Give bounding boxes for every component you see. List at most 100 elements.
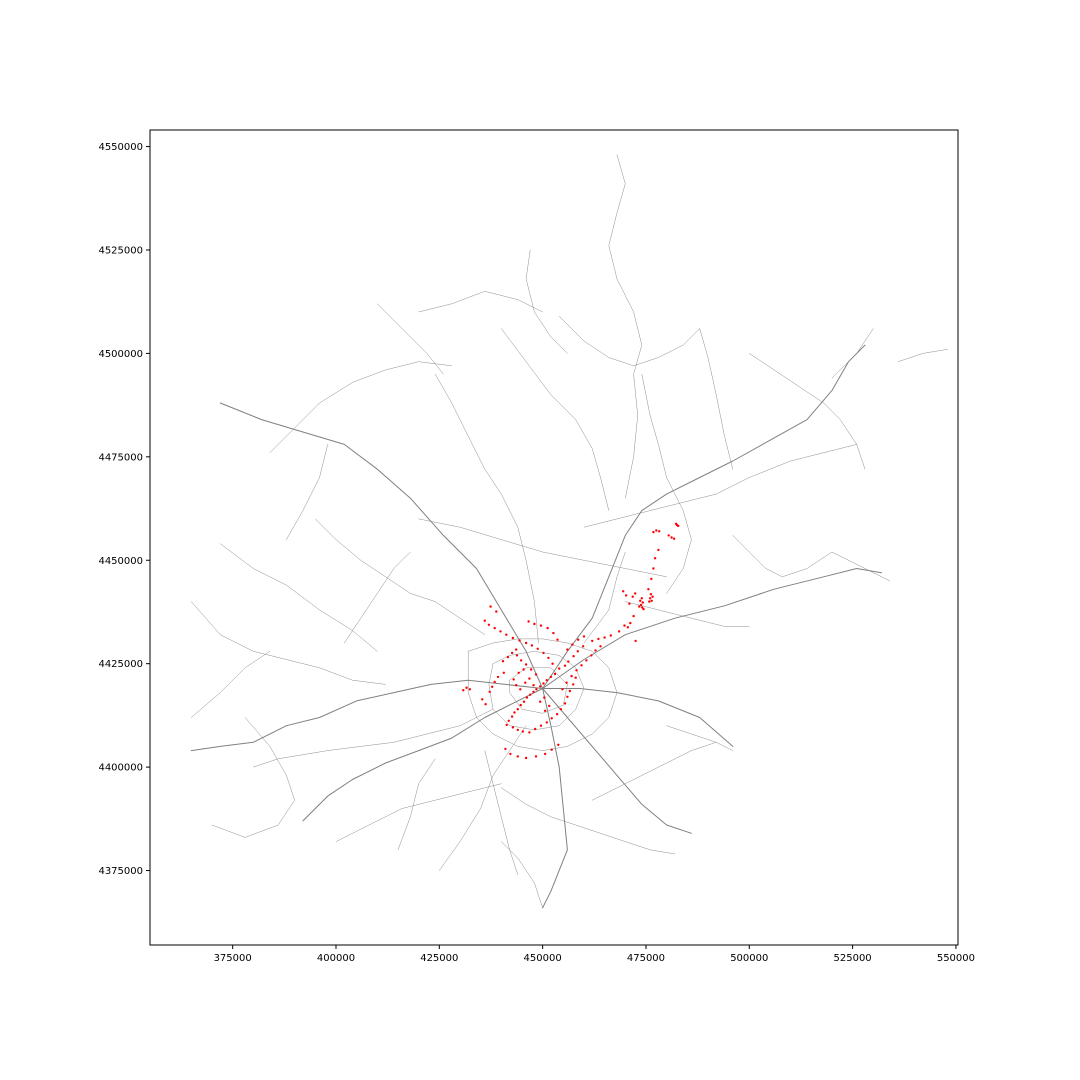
y-tick-label: 4400000 bbox=[98, 763, 143, 774]
data-point bbox=[631, 595, 634, 598]
data-point bbox=[571, 643, 574, 646]
data-point bbox=[506, 655, 510, 659]
y-tick-label: 4550000 bbox=[98, 142, 143, 153]
road-line bbox=[302, 688, 544, 822]
data-point bbox=[524, 681, 527, 684]
data-point bbox=[481, 698, 484, 701]
road-line bbox=[897, 349, 948, 362]
data-point bbox=[623, 624, 626, 627]
data-point bbox=[641, 606, 644, 609]
y-tick-label: 4500000 bbox=[98, 349, 143, 360]
data-point bbox=[539, 700, 542, 703]
data-point bbox=[524, 756, 528, 760]
data-point bbox=[557, 743, 560, 746]
data-point bbox=[591, 639, 594, 643]
data-point bbox=[515, 684, 518, 687]
data-point bbox=[519, 659, 523, 662]
road-line bbox=[211, 717, 295, 838]
data-point bbox=[670, 536, 673, 539]
data-point bbox=[511, 636, 515, 640]
data-point bbox=[511, 726, 515, 729]
data-point bbox=[507, 719, 510, 722]
data-point bbox=[525, 696, 529, 699]
red-points-layer bbox=[462, 522, 680, 760]
data-point bbox=[534, 755, 538, 758]
data-point bbox=[648, 597, 652, 600]
y-tick-label: 4450000 bbox=[98, 556, 143, 567]
data-point bbox=[518, 639, 521, 642]
data-point bbox=[652, 567, 655, 570]
data-point bbox=[599, 645, 602, 648]
data-point bbox=[563, 664, 567, 667]
y-tick-label: 4525000 bbox=[98, 245, 143, 256]
data-point bbox=[462, 689, 465, 692]
x-tick-label: 550000 bbox=[937, 953, 975, 964]
data-point bbox=[504, 747, 507, 751]
data-point bbox=[515, 648, 518, 651]
data-point bbox=[484, 703, 487, 706]
data-point bbox=[603, 636, 606, 639]
road-line bbox=[542, 688, 734, 747]
data-point bbox=[529, 668, 533, 671]
data-point bbox=[495, 610, 498, 613]
data-point bbox=[505, 633, 508, 636]
road-line bbox=[501, 787, 676, 855]
data-point bbox=[493, 680, 496, 684]
data-point bbox=[491, 685, 494, 688]
data-point bbox=[609, 634, 612, 637]
data-point bbox=[465, 686, 468, 689]
data-point bbox=[550, 748, 553, 751]
data-point bbox=[558, 667, 561, 670]
data-point bbox=[529, 693, 532, 696]
data-point bbox=[488, 690, 491, 693]
data-point bbox=[483, 619, 486, 622]
data-point bbox=[574, 676, 577, 679]
data-point bbox=[551, 662, 554, 665]
road-line bbox=[418, 291, 543, 313]
data-point bbox=[634, 639, 637, 643]
road-line bbox=[286, 444, 328, 540]
road-line bbox=[335, 783, 502, 842]
data-point bbox=[519, 703, 522, 707]
road-line bbox=[666, 725, 734, 751]
road-line bbox=[190, 679, 544, 752]
road-line bbox=[542, 688, 568, 909]
data-point bbox=[524, 641, 528, 645]
data-point bbox=[655, 529, 658, 532]
data-point bbox=[505, 723, 508, 727]
data-point bbox=[594, 649, 597, 652]
data-point bbox=[651, 595, 654, 598]
road-line bbox=[220, 543, 378, 652]
data-point bbox=[510, 651, 514, 655]
road-line bbox=[418, 518, 667, 578]
data-point bbox=[532, 690, 535, 693]
road-network-layer bbox=[190, 154, 948, 909]
data-point bbox=[565, 681, 568, 684]
data-point bbox=[652, 530, 655, 534]
x-tick-label: 425000 bbox=[420, 953, 458, 964]
x-tick-label: 400000 bbox=[317, 953, 355, 964]
road-line bbox=[525, 249, 568, 354]
data-point bbox=[545, 721, 548, 724]
data-point bbox=[561, 688, 564, 691]
data-point bbox=[516, 755, 519, 758]
x-tick-label: 475000 bbox=[627, 953, 665, 964]
data-point bbox=[517, 671, 520, 674]
y-tick-label: 4475000 bbox=[98, 452, 143, 463]
data-point bbox=[566, 695, 569, 698]
x-tick-label: 450000 bbox=[524, 953, 562, 964]
data-point bbox=[580, 664, 583, 667]
data-point bbox=[543, 696, 546, 699]
data-point bbox=[581, 645, 585, 648]
data-point bbox=[626, 626, 629, 629]
data-point bbox=[641, 601, 644, 604]
data-point bbox=[487, 623, 491, 626]
data-point bbox=[548, 704, 551, 708]
data-point bbox=[632, 614, 635, 618]
x-axis: 375000 400000 425000 450000 475000 500000 5250… bbox=[214, 945, 975, 964]
road-line bbox=[191, 601, 386, 685]
road-line bbox=[542, 568, 882, 689]
data-point bbox=[634, 592, 637, 595]
road-line bbox=[699, 328, 734, 470]
